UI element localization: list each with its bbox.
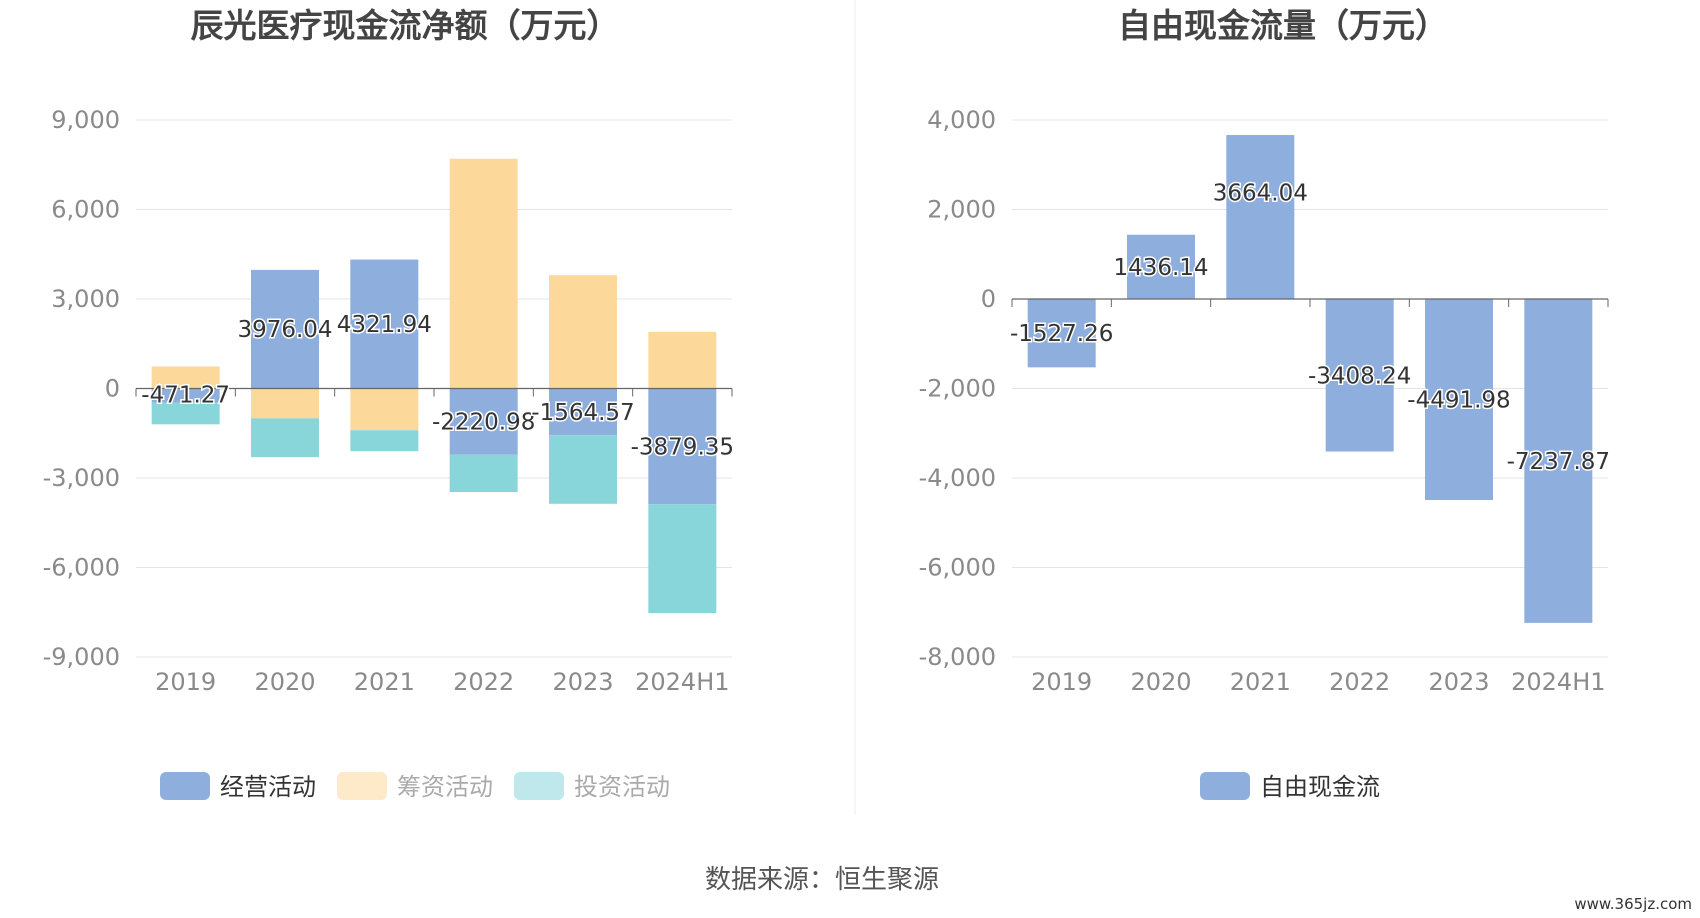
bar-筹资活动-2023 [549, 275, 617, 389]
bar-投资活动-2024H1 [648, 504, 717, 614]
data-source-text: 数据来源：恒生聚源 [705, 865, 939, 895]
bar-经营活动-2019 [151, 388, 220, 403]
x-tick-label: 2024H1 [1511, 668, 1605, 696]
data-label: 3976.04 [237, 317, 332, 343]
bar-自由现金流-2021 [1226, 135, 1295, 299]
y-tick-label: -4,000 [919, 464, 996, 492]
y-tick-label: -3,000 [43, 464, 120, 492]
data-label: 4321.94 [337, 312, 432, 338]
bar-筹资活动-2020 [251, 388, 319, 419]
legend-label: 经营活动 [220, 773, 316, 801]
legend-item-经营活动[interactable]: 经营活动 [160, 772, 316, 801]
bar-投资活动-2022 [449, 454, 518, 493]
bar-筹资活动-2024H1 [648, 331, 717, 389]
cash-flow-net-chart: 辰光医疗现金流净额（万元） 9,000 6,000 3,000 0 -3,000 -6,00… [43, 6, 736, 801]
legend-label: 筹资活动 [397, 773, 493, 801]
x-tick-label: 2019 [1031, 668, 1092, 696]
data-label: -1564.57 [531, 400, 634, 426]
data-label: -4491.98 [1407, 388, 1510, 414]
y-tick-label: -9,000 [43, 643, 120, 671]
bar-投资活动-2023 [549, 435, 617, 504]
legend-item-投资活动[interactable]: 投资活动 [514, 772, 670, 801]
legend-label: 投资活动 [574, 773, 670, 801]
bar-自由现金流-2024H1 [1524, 299, 1593, 623]
data-label: -3879.35 [631, 434, 734, 460]
bar-自由现金流-2019 [1027, 299, 1096, 368]
bar-经营活动-2024H1 [648, 388, 717, 505]
bar-自由现金流-2020 [1127, 234, 1195, 299]
x-tick-label: 2021 [1230, 668, 1291, 696]
data-label: -3408.24 [1308, 363, 1411, 389]
bar-投资活动-2020 [251, 418, 319, 458]
x-tick-label: 2022 [453, 668, 514, 696]
bar-筹资活动-2021 [350, 388, 419, 431]
data-label: -2220.98 [432, 410, 535, 436]
x-tick-label: 2020 [254, 668, 315, 696]
y-tick-label: -6,000 [43, 554, 120, 582]
bar-自由现金流-2023 [1425, 299, 1493, 501]
y-tick-label: 4,000 [927, 106, 996, 134]
bar-经营活动-2022 [449, 388, 518, 455]
x-tick-label: 2024H1 [635, 668, 729, 696]
bar-投资活动-2019 [151, 402, 220, 425]
bar-自由现金流-2022 [1325, 299, 1394, 452]
free-cash-flow-chart: 自由现金流量（万元） 4,000 2,000 0 -2,000 -4,000 -6,000 -… [919, 6, 1612, 801]
x-tick-label: 2021 [354, 668, 415, 696]
legend-item-筹资活动[interactable]: 筹资活动 [337, 772, 493, 801]
x-tick-label: 2023 [552, 668, 613, 696]
legend-item-自由现金流[interactable]: 自由现金流 [1200, 772, 1380, 801]
y-tick-label: 2,000 [927, 196, 996, 224]
bar-筹资活动-2019 [151, 366, 220, 389]
data-label: 3664.04 [1213, 180, 1308, 206]
x-tick-label: 2022 [1329, 668, 1390, 696]
data-label: 1436.14 [1113, 255, 1208, 281]
bar-投资活动-2021 [350, 430, 419, 452]
y-tick-label: 0 [981, 285, 996, 313]
x-tick-label: 2023 [1428, 668, 1489, 696]
x-tick-label: 2020 [1130, 668, 1191, 696]
data-label: -471.27 [141, 383, 230, 409]
data-label: -7237.87 [1507, 449, 1610, 475]
chart-title: 自由现金流量（万元） [1118, 6, 1448, 45]
y-tick-label: 6,000 [51, 196, 120, 224]
watermark-text: www.365jz.com [1574, 895, 1692, 913]
bar-经营活动-2021 [350, 259, 419, 389]
y-tick-label: -8,000 [919, 643, 996, 671]
legend-swatch [514, 772, 564, 800]
legend-swatch [160, 772, 210, 800]
legend-label: 自由现金流 [1260, 773, 1380, 801]
legend-swatch [1200, 772, 1250, 800]
y-tick-label: 0 [105, 375, 120, 403]
bar-经营活动-2020 [251, 269, 319, 389]
chart-title: 辰光医疗现金流净额（万元） [191, 6, 620, 45]
y-tick-label: -2,000 [919, 375, 996, 403]
legend-swatch [337, 772, 387, 800]
data-label: -1527.26 [1010, 321, 1113, 347]
y-tick-label: -6,000 [919, 554, 996, 582]
x-tick-label: 2019 [155, 668, 216, 696]
bar-经营活动-2023 [549, 388, 617, 436]
bar-筹资活动-2022 [449, 158, 518, 389]
y-tick-label: 9,000 [51, 106, 120, 134]
y-tick-label: 3,000 [51, 285, 120, 313]
